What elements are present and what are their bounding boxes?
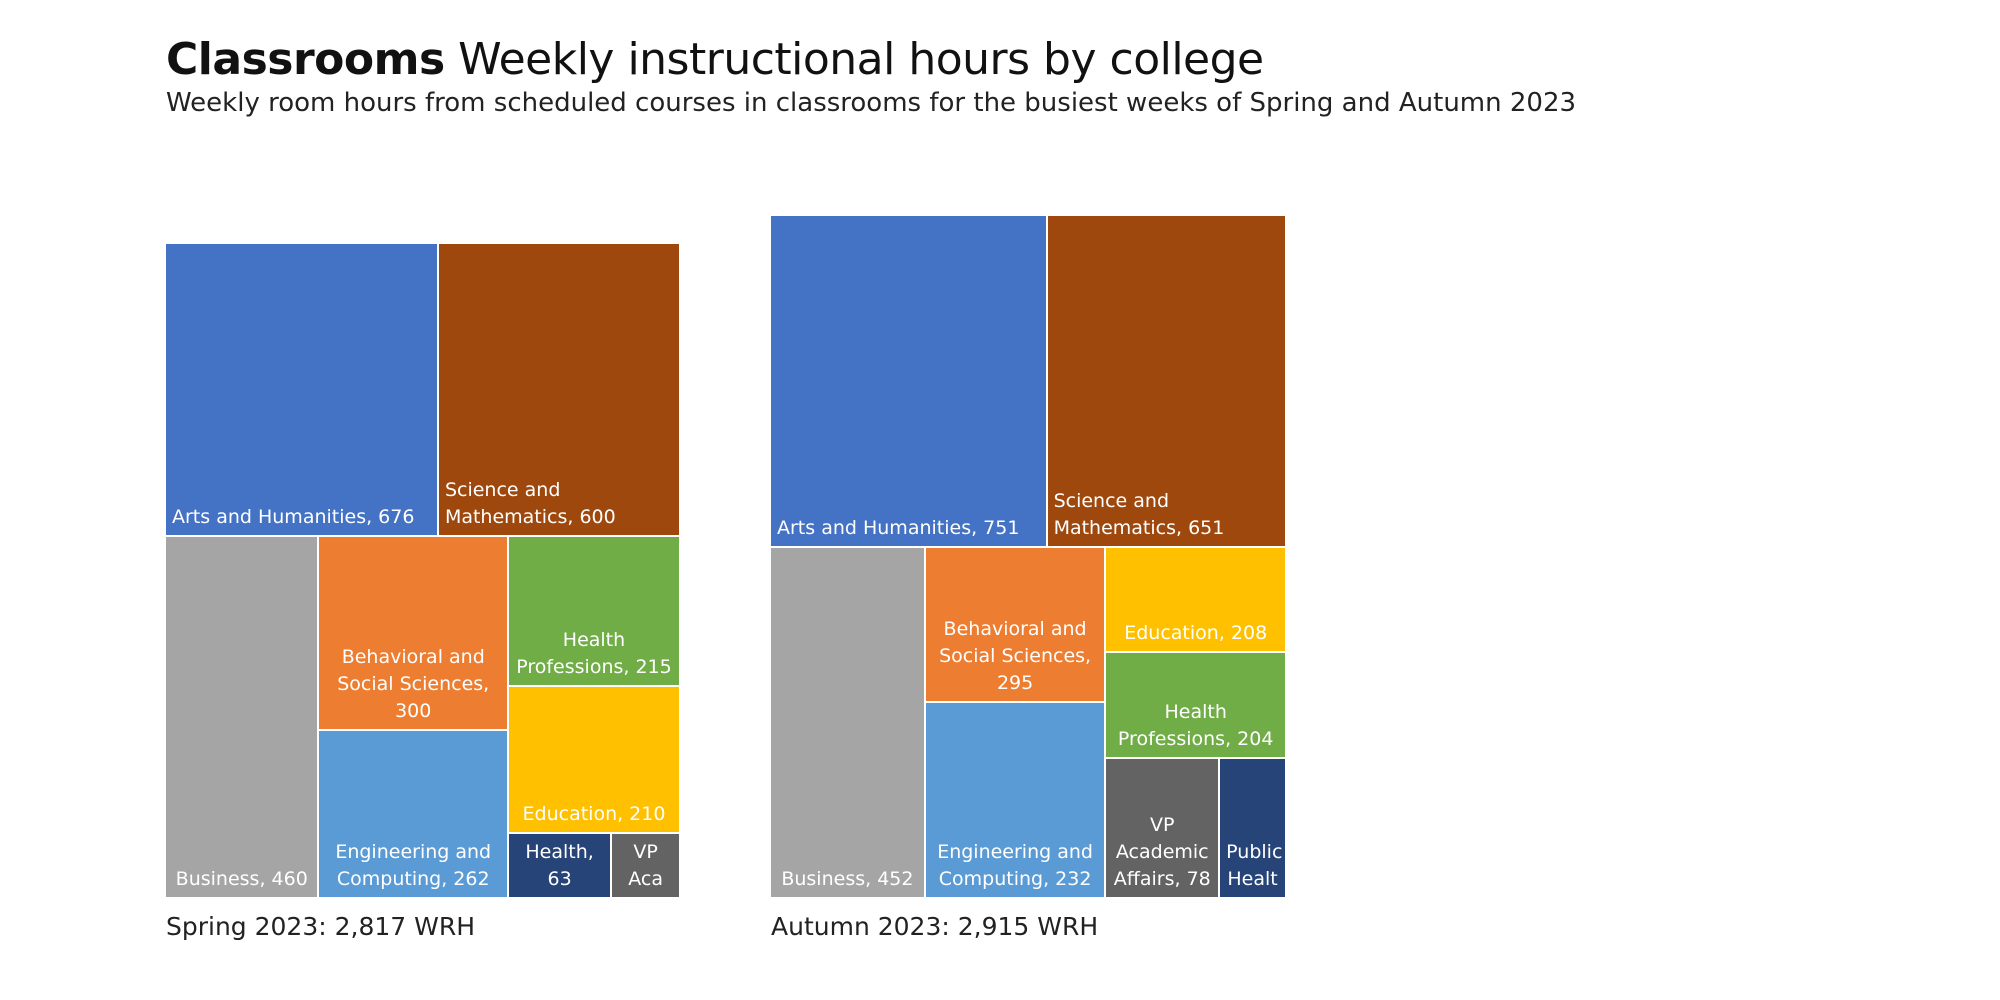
tile-label: Education, 208	[1124, 622, 1268, 645]
tile-label: Public Health, 63	[525, 834, 594, 890]
treemap-tile-science-and-mathematics: Science and Mathematics, 651	[1046, 215, 1286, 548]
autumn-total-caption: Autumn 2023: 2,915 WRH	[771, 912, 1099, 941]
treemap-tile-arts-and-humanities: Arts and Humanities, 676	[165, 243, 438, 537]
tile-label: Health Professions, 204	[1117, 700, 1274, 750]
title-rest: Weekly instructional hours by college	[458, 34, 1264, 85]
tile-label: Engineering and Computing, 262	[335, 840, 492, 890]
chart-subtitle: Weekly room hours from scheduled courses…	[166, 88, 1577, 118]
treemap-tile-public-health: Public Healt	[1219, 757, 1286, 898]
treemap-tile-engineering-and-computing: Engineering and Computing, 232	[924, 701, 1106, 898]
treemap-tile-health-professions: Health Professions, 204	[1105, 652, 1286, 758]
chart-title: Classrooms Weekly instructional hours by…	[166, 34, 1264, 85]
tile-label: Behavioral and Social Sciences, 300	[337, 645, 490, 722]
title-bold: Classrooms	[166, 34, 445, 85]
treemap-tile-health-professions: Health Professions, 215	[507, 536, 680, 687]
treemap-tile-vp-academic-affairs: VP Aca	[611, 832, 680, 898]
treemap-tile-education: Education, 208	[1105, 547, 1286, 653]
tile-label: Arts and Humanities, 676	[172, 506, 415, 529]
treemap-tile-arts-and-humanities: Arts and Humanities, 751	[770, 215, 1047, 548]
spring-treemap: Arts and Humanities, 676 Science and Math…	[165, 243, 680, 898]
tile-label: Business, 460	[175, 867, 308, 890]
tile-label: Business, 452	[781, 867, 914, 890]
treemap-tile-science-and-mathematics: Science and Mathematics, 600	[437, 243, 680, 537]
tile-label: Science and Mathematics, 600	[444, 479, 616, 529]
treemap-tile-vp-academic-affairs: VP Academic Affairs, 78	[1105, 757, 1220, 898]
tile-label: Education, 210	[522, 802, 666, 825]
tile-label: VP Aca	[628, 840, 663, 890]
tile-label: Engineering and Computing, 232	[937, 840, 1093, 890]
treemap-tile-behavioral-and-social-sciences: Behavioral and Social Sciences, 300	[318, 536, 508, 730]
tile-label: Public Healt	[1226, 840, 1283, 890]
tile-label: Behavioral and Social Sciences, 295	[939, 617, 1092, 694]
autumn-treemap: Arts and Humanities, 751 Science and Math…	[770, 215, 1286, 898]
treemap-tile-engineering-and-computing: Engineering and Computing, 262	[318, 729, 508, 898]
treemap-tile-education: Education, 210	[507, 686, 680, 833]
treemap-tile-public-health: Public Health, 63	[507, 832, 612, 898]
tile-label: Arts and Humanities, 751	[777, 517, 1020, 540]
tile-label: VP Academic Affairs, 78	[1113, 813, 1211, 890]
tile-label: Health Professions, 215	[516, 629, 672, 679]
tile-label: Science and Mathematics, 651	[1053, 490, 1225, 540]
treemap-tile-business: Business, 460	[165, 536, 319, 898]
treemap-tile-business: Business, 452	[770, 547, 925, 898]
treemap-tile-behavioral-and-social-sciences: Behavioral and Social Sciences, 295	[924, 547, 1106, 702]
spring-total-caption: Spring 2023: 2,817 WRH	[166, 912, 476, 941]
